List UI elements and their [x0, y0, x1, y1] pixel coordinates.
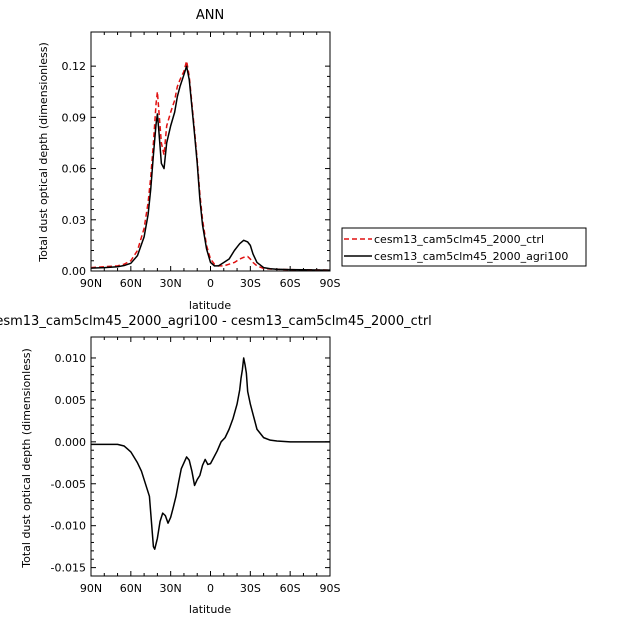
bottom-series-line-0 — [91, 357, 330, 550]
bottom-x-tick-label: 0 — [207, 582, 214, 595]
bottom-x-tick-label: 90S — [320, 582, 341, 595]
top-x-axis-label: latitude — [189, 299, 231, 312]
top-x-tick-label: 60S — [280, 277, 301, 290]
bottom-y-tick-label: -0.005 — [51, 478, 86, 491]
bottom-x-tick-label: 30S — [240, 582, 261, 595]
bottom-y-tick-label: 0.005 — [55, 394, 87, 407]
top-chart-title: ANN — [196, 8, 224, 23]
top-y-axis-label: Total dust optical depth (dimensionless) — [37, 42, 50, 262]
bottom-x-tick-label: 60N — [120, 582, 142, 595]
bottom-x-tick-label: 60S — [280, 582, 301, 595]
top-x-tick-label: 30S — [240, 277, 261, 290]
bottom-plot-area: 90N 60N 30N 0 30S 60S 90S -0.015 -0.010 -0.005 0.0… — [51, 336, 341, 595]
bottom-x-tick-label: 30N — [160, 582, 182, 595]
bottom-y-tick-label: -0.010 — [51, 520, 86, 533]
bottom-plot-frame — [90, 336, 331, 577]
top-y-tick-label: 0.03 — [62, 214, 87, 227]
bottom-y-tick-label: 0.000 — [55, 436, 87, 449]
top-series-line-1 — [90, 65, 331, 271]
top-panel: ANN Total dust optical depth (dimensionl… — [37, 8, 587, 312]
top-y-tick-label: 0.09 — [62, 111, 87, 124]
top-y-tick-label: 0.06 — [62, 163, 87, 176]
legend-box — [341, 227, 587, 267]
bottom-y-tick-label: -0.015 — [51, 562, 86, 575]
top-y-tick-label: 0.00 — [62, 265, 87, 278]
top-legend: cesm13_cam5clm45_2000_ctrl cesm13_cam5cl… — [341, 227, 587, 267]
bottom-x-axis-label: latitude — [189, 603, 231, 616]
legend-label-ctrl: cesm13_cam5clm45_2000_ctrl — [374, 233, 544, 246]
top-x-tick-label: 90N — [80, 277, 102, 290]
top-y-tick-label: 0.12 — [62, 60, 87, 73]
bottom-y-axis-label: Total dust optical depth (dimensionless) — [20, 348, 33, 568]
legend-label-agri100: cesm13_cam5clm45_2000_agri100 — [374, 250, 568, 263]
top-x-tick-label: 60N — [120, 277, 142, 290]
top-x-tick-label: 30N — [160, 277, 182, 290]
top-x-tick-label: 90S — [320, 277, 341, 290]
top-series-line-0 — [90, 60, 331, 271]
top-plot-area: 90N 60N 30N 0 30S 60S 90S 0.00 0.03 0.06 0.09 0.12 — [62, 31, 341, 290]
bottom-x-tick-label: 90N — [80, 582, 102, 595]
bottom-y-tick-label: 0.010 — [55, 352, 87, 365]
top-plot-frame — [90, 31, 331, 272]
top-x-tick-label: 0 — [207, 277, 214, 290]
bottom-panel: cesm13_cam5clm45_2000_agri100 - cesm13_c… — [0, 314, 432, 616]
bottom-chart-title: cesm13_cam5clm45_2000_agri100 - cesm13_c… — [0, 314, 432, 329]
